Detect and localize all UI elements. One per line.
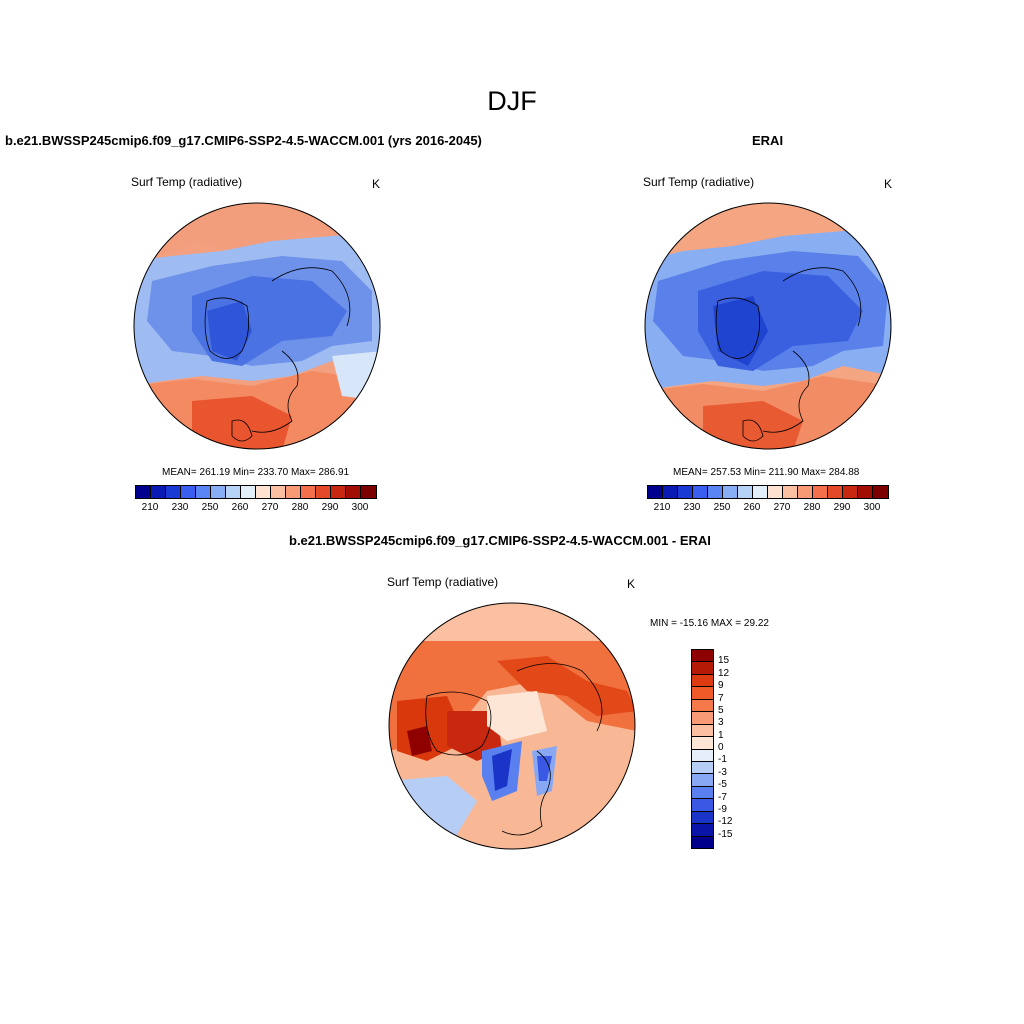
obs-units-label: K (884, 177, 893, 191)
obs-colorbar-tick-label: 280 (803, 502, 821, 513)
model-units-label: K (372, 177, 381, 191)
diff-colorbar-label: 1 (718, 729, 724, 741)
diff-colorbar (691, 649, 714, 849)
obs-stats: MEAN= 257.53 Min= 211.90 Max= 284.88 (673, 467, 860, 478)
model-colorbar-tick-label: 270 (261, 502, 279, 513)
diff-colorbar-label: -3 (718, 766, 727, 778)
diff-colorbar-swatch (692, 774, 713, 787)
obs-colorbar-swatch (663, 486, 678, 498)
model-colorbar-swatch (286, 486, 301, 498)
obs-colorbar-tick-label: 290 (833, 502, 851, 513)
model-polar-map (133, 202, 381, 450)
obs-colorbar-swatch (798, 486, 813, 498)
figure-title: DJF (487, 86, 537, 116)
obs-colorbar-swatch (693, 486, 708, 498)
diff-colorbar-swatch (692, 824, 713, 837)
diff-colorbar-label: -12 (718, 816, 733, 828)
model-colorbar-tick-label: 210 (141, 502, 159, 513)
obs-variable-label: Surf Temp (radiative) (643, 175, 755, 189)
diff-colorbar-swatch (692, 761, 713, 775)
model-colorbar-swatch (226, 486, 241, 498)
obs-colorbar-tick-label: 300 (863, 502, 881, 513)
obs-colorbar-tick-label: 270 (773, 502, 791, 513)
obs-colorbar-tick-label: 230 (683, 502, 701, 513)
diff-colorbar-label: 0 (718, 742, 724, 753)
diff-colorbar-swatch (692, 811, 713, 825)
obs-colorbar (647, 485, 889, 499)
diff-minmax: MIN = -15.16 MAX = 29.22 (650, 618, 769, 629)
model-panel-title: b.e21.BWSSP245cmip6.f09_g17.CMIP6-SSP2-4… (5, 133, 482, 148)
model-colorbar-swatch (241, 486, 256, 498)
obs-colorbar-swatch (723, 486, 738, 498)
obs-colorbar-swatch (678, 486, 693, 498)
diff-colorbar-swatch (692, 836, 713, 848)
model-colorbar-tick-label: 250 (201, 502, 219, 513)
model-colorbar-swatch (151, 486, 166, 498)
diff-colorbar-swatch (692, 662, 713, 675)
diff-colorbar-label: -1 (718, 754, 727, 766)
obs-colorbar-swatch (753, 486, 768, 498)
model-colorbar-swatch (301, 486, 316, 498)
diff-colorbar-swatch (692, 724, 713, 738)
obs-colorbar-swatch (843, 486, 858, 498)
model-colorbar-swatch (331, 486, 346, 498)
diff-panel-title: b.e21.BWSSP245cmip6.f09_g17.CMIP6-SSP2-4… (289, 533, 711, 548)
diff-colorbar-swatch (692, 737, 713, 750)
obs-colorbar-swatch (768, 486, 783, 498)
diff-colorbar-swatch (692, 699, 713, 713)
diff-colorbar-swatch (692, 749, 713, 762)
obs-colorbar-tick-label: 250 (713, 502, 731, 513)
model-variable-label: Surf Temp (radiative) (131, 175, 243, 189)
obs-colorbar-swatch (828, 486, 843, 498)
model-colorbar (135, 485, 377, 499)
diff-colorbar-swatch (692, 674, 713, 688)
diff-colorbar-swatch (692, 799, 713, 812)
obs-colorbar-swatch (858, 486, 873, 498)
diff-colorbar-swatch (692, 650, 713, 663)
obs-colorbar-swatch (783, 486, 798, 498)
diff-colorbar-label: 3 (718, 717, 724, 729)
model-colorbar-swatch (136, 486, 151, 498)
model-colorbar-tick-label: 300 (351, 502, 369, 513)
diff-colorbar-swatch (692, 687, 713, 700)
model-colorbar-tick-label: 230 (171, 502, 189, 513)
diff-colorbar-label: 15 (718, 655, 730, 667)
obs-colorbar-swatch (708, 486, 723, 498)
obs-colorbar-swatch (738, 486, 753, 498)
diff-colorbar-label: -9 (718, 803, 727, 815)
model-colorbar-tick-label: 290 (321, 502, 339, 513)
diff-colorbar-label: 9 (718, 680, 724, 692)
obs-colorbar-swatch (648, 486, 663, 498)
diff-colorbar-label: 5 (718, 704, 724, 716)
model-colorbar-swatch (271, 486, 286, 498)
model-colorbar-swatch (181, 486, 196, 498)
diff-colorbar-label: 12 (718, 667, 730, 679)
model-colorbar-tick-label: 260 (231, 502, 249, 513)
diff-colorbar-label: -5 (718, 779, 727, 791)
model-colorbar-swatch (316, 486, 331, 498)
model-colorbar-swatch (346, 486, 361, 498)
obs-colorbar-tick-label: 210 (653, 502, 671, 513)
model-stats: MEAN= 261.19 Min= 233.70 Max= 286.91 (162, 467, 350, 478)
obs-colorbar-swatch (813, 486, 828, 498)
model-colorbar-tick-label: 280 (291, 502, 309, 513)
diff-colorbar-label: -7 (718, 791, 727, 803)
obs-panel-title: ERAI (752, 133, 784, 148)
model-colorbar-swatch (211, 486, 226, 498)
diff-polar-map (388, 602, 636, 850)
diff-colorbar-swatch (692, 786, 713, 800)
diff-units-label: K (627, 577, 636, 591)
obs-colorbar-tick-label: 260 (743, 502, 761, 513)
diff-colorbar-swatch (692, 712, 713, 725)
model-colorbar-swatch (166, 486, 181, 498)
diff-variable-label: Surf Temp (radiative) (387, 575, 499, 589)
obs-colorbar-swatch (873, 486, 888, 498)
model-colorbar-swatch (196, 486, 211, 498)
obs-polar-map (644, 202, 892, 450)
diff-colorbar-label: -15 (718, 828, 733, 840)
model-colorbar-swatch (256, 486, 271, 498)
diff-colorbar-label: 7 (718, 692, 724, 704)
model-colorbar-swatch (361, 486, 376, 498)
